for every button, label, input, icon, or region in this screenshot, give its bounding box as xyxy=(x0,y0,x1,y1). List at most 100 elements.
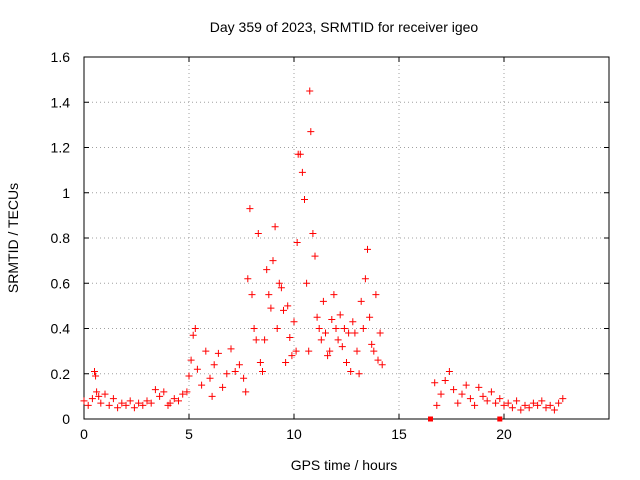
x-axis-label: GPS time / hours xyxy=(291,457,398,473)
data-point xyxy=(364,245,371,253)
x-tick-label: 15 xyxy=(391,426,407,442)
data-point xyxy=(351,329,359,337)
data-point xyxy=(92,372,100,380)
data-point xyxy=(445,367,453,375)
data-point xyxy=(187,356,195,364)
data-point xyxy=(261,336,269,344)
data-point xyxy=(338,343,346,351)
data-point xyxy=(496,395,504,403)
data-point xyxy=(151,386,159,394)
data-point xyxy=(309,229,317,237)
data-point xyxy=(431,379,439,387)
data-point xyxy=(286,334,294,342)
data-point xyxy=(246,205,254,213)
data-point xyxy=(248,291,256,299)
data-point xyxy=(170,395,178,403)
data-point xyxy=(95,392,103,400)
x-tick-label: 0 xyxy=(80,426,88,442)
data-point xyxy=(193,365,201,373)
data-point xyxy=(332,325,340,332)
data-point xyxy=(259,367,266,375)
data-point xyxy=(330,291,338,299)
data-point xyxy=(143,397,151,405)
data-point xyxy=(252,336,260,344)
data-point xyxy=(450,386,458,394)
data-point xyxy=(315,325,323,332)
data-point xyxy=(317,336,325,344)
data-point xyxy=(550,406,558,414)
data-point xyxy=(231,367,239,375)
data-point xyxy=(269,257,277,265)
data-point xyxy=(271,223,279,231)
y-tick-label: 1.6 xyxy=(51,49,71,65)
data-point xyxy=(555,399,563,407)
data-point xyxy=(475,383,483,391)
data-point xyxy=(240,374,248,382)
data-point xyxy=(487,388,495,396)
data-point xyxy=(508,404,516,412)
grid xyxy=(84,57,609,419)
x-tick-label: 10 xyxy=(286,426,302,442)
data-point xyxy=(454,399,462,407)
data-point xyxy=(559,395,567,403)
data-point xyxy=(293,239,301,247)
data-point xyxy=(88,395,96,403)
data-point xyxy=(534,401,542,409)
data-point xyxy=(466,395,474,403)
data-point xyxy=(319,297,327,305)
data-point xyxy=(292,347,300,355)
y-tick-label: 0.6 xyxy=(51,275,71,291)
chart-title: Day 359 of 2023, SRMTID for receiver ige… xyxy=(210,19,479,35)
data-point xyxy=(471,401,479,409)
data-point xyxy=(206,374,214,382)
data-point xyxy=(504,399,512,407)
data-point xyxy=(521,401,529,409)
data-point xyxy=(273,325,281,332)
data-point xyxy=(223,370,231,378)
data-point xyxy=(479,392,487,400)
data-point xyxy=(303,279,311,287)
y-tick-label: 0.8 xyxy=(51,230,71,246)
data-point xyxy=(80,397,88,405)
data-point xyxy=(156,392,164,400)
data-point xyxy=(126,397,134,405)
data-point xyxy=(114,404,122,412)
data-point xyxy=(227,345,235,353)
data-point xyxy=(93,388,101,396)
data-point xyxy=(290,318,298,326)
data-point xyxy=(284,302,292,310)
data-point xyxy=(542,404,550,412)
data-point xyxy=(101,390,109,398)
y-tick-label: 1.2 xyxy=(51,140,71,156)
x-tick-label: 20 xyxy=(496,426,512,442)
data-point xyxy=(353,347,361,355)
data-point xyxy=(311,252,319,260)
data-point xyxy=(118,399,126,407)
data-point xyxy=(235,361,243,369)
data-point xyxy=(513,397,521,405)
data-point xyxy=(313,313,321,321)
data-point xyxy=(372,291,380,299)
data-point xyxy=(441,377,449,385)
data-point xyxy=(298,168,306,176)
data-point xyxy=(322,329,329,337)
data-point xyxy=(343,358,350,366)
x-axis-ticks: 0 5 10 15 20 xyxy=(80,57,512,442)
data-point xyxy=(500,401,508,409)
data-point xyxy=(97,399,105,407)
data-point xyxy=(244,275,252,283)
data-point xyxy=(347,367,355,375)
data-point xyxy=(492,399,500,407)
data-point xyxy=(366,313,374,321)
data-point xyxy=(529,399,537,407)
data-point xyxy=(525,404,533,412)
data-point xyxy=(210,361,218,369)
data-point xyxy=(185,372,193,380)
data-point xyxy=(355,370,363,378)
data-point xyxy=(179,390,187,398)
y-axis-ticks: 0 0.2 0.4 0.6 0.8 1 1.2 1.4 1.6 xyxy=(51,49,609,427)
data-point xyxy=(328,315,336,323)
data-point xyxy=(263,266,271,274)
data-point xyxy=(546,401,554,409)
data-point xyxy=(135,399,143,407)
